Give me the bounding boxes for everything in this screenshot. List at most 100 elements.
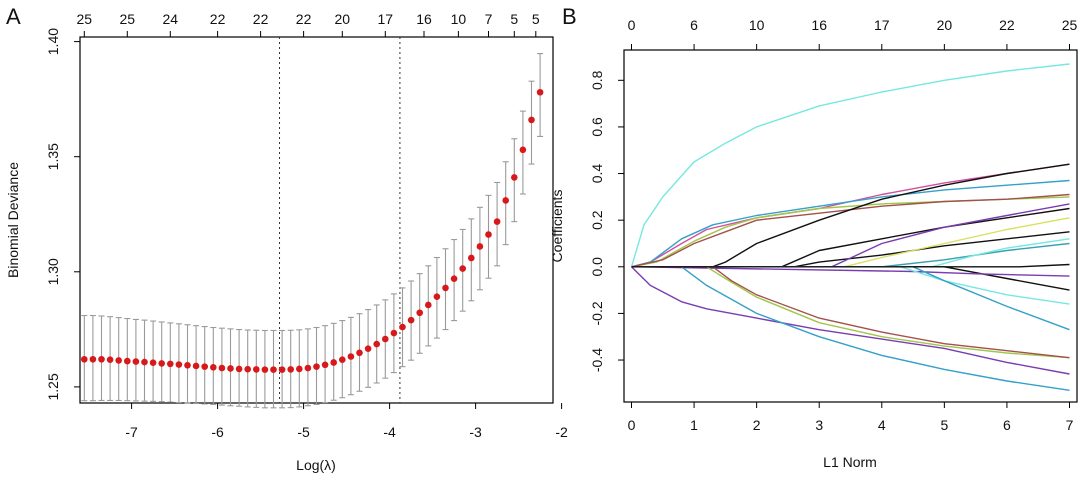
top-tick-label: 10 bbox=[749, 17, 765, 33]
x-tick-label: 4 bbox=[878, 417, 886, 433]
panel-b-coefficient-paths bbox=[630, 63, 1070, 391]
x-tick-label: -3 bbox=[469, 424, 482, 440]
data-point bbox=[313, 363, 320, 370]
data-point bbox=[132, 358, 140, 365]
data-point bbox=[433, 293, 441, 300]
x-tick-label: -2 bbox=[555, 424, 568, 440]
data-point bbox=[184, 361, 191, 369]
panel-b-y-axis-title: Coefficients bbox=[549, 190, 565, 263]
data-point bbox=[158, 360, 165, 367]
data-point bbox=[364, 345, 372, 352]
data-point bbox=[321, 361, 329, 369]
y-tick-label: -0.2 bbox=[589, 301, 605, 325]
x-tick-label: 3 bbox=[815, 417, 823, 433]
data-point bbox=[81, 355, 88, 363]
coefficient-path-5 bbox=[631, 163, 1070, 268]
x-tick-label: 6 bbox=[1003, 417, 1011, 433]
panel-b-x-ticks: 0 1 2 3 4 5 6 7 bbox=[628, 402, 1074, 433]
data-point bbox=[149, 359, 157, 367]
x-tick-label: -5 bbox=[297, 424, 310, 440]
coefficient-path-10 bbox=[631, 242, 1070, 268]
top-tick-label: 20 bbox=[937, 17, 953, 33]
data-point bbox=[476, 243, 484, 250]
data-point bbox=[124, 357, 131, 365]
top-tick-label: 22 bbox=[296, 11, 312, 27]
panel-b: B 0 1 2 3 4 5 6 7 -0.4 -0.2 0.0 0.2 0.4 0.6 0.8 0 6 10 1… bbox=[549, 4, 1078, 470]
data-point bbox=[382, 335, 389, 343]
data-point bbox=[528, 116, 535, 124]
data-point bbox=[450, 275, 458, 282]
panel-b-x-axis-title: L1 Norm bbox=[823, 454, 877, 470]
panel-a-x-axis-title: Log(λ) bbox=[296, 457, 336, 473]
data-point bbox=[106, 356, 114, 364]
data-point bbox=[485, 231, 492, 238]
data-point bbox=[304, 364, 312, 372]
data-point bbox=[356, 349, 363, 357]
data-point bbox=[373, 340, 381, 348]
data-point bbox=[201, 363, 208, 370]
data-point bbox=[347, 353, 355, 360]
panel-a: A -7 -6 -5 -4 -3 -2 1.25 1.30 1.35 1.40 25 25 24 22… bbox=[5, 4, 568, 473]
coefficient-path-16 bbox=[631, 266, 1070, 375]
y-tick-label: -0.4 bbox=[589, 348, 605, 372]
top-tick-label: 17 bbox=[378, 11, 394, 27]
coefficient-path-18 bbox=[631, 266, 1070, 359]
data-point bbox=[502, 197, 510, 204]
coefficient-path-13 bbox=[631, 266, 1070, 277]
top-tick-label: 5 bbox=[510, 11, 518, 27]
x-tick-label: 2 bbox=[753, 417, 761, 433]
top-tick-label: 0 bbox=[628, 17, 636, 33]
top-tick-label: 25 bbox=[1062, 17, 1078, 33]
data-point bbox=[493, 218, 501, 225]
panel-b-top-ticks: 0 6 10 16 17 20 22 25 bbox=[628, 17, 1078, 50]
data-point bbox=[270, 366, 277, 373]
panel-a-letter: A bbox=[6, 4, 21, 29]
coefficient-path-17 bbox=[631, 266, 1070, 391]
data-point bbox=[167, 360, 174, 368]
data-point bbox=[468, 254, 475, 262]
top-tick-label: 5 bbox=[532, 11, 540, 27]
coefficient-path-2 bbox=[631, 179, 1070, 268]
top-tick-label: 20 bbox=[335, 11, 351, 27]
top-tick-label: 6 bbox=[690, 17, 698, 33]
panel-b-y-ticks: -0.4 -0.2 0.0 0.2 0.4 0.6 0.8 bbox=[589, 70, 624, 372]
top-tick-label: 24 bbox=[163, 11, 179, 27]
data-point bbox=[141, 358, 148, 366]
data-point bbox=[459, 265, 467, 272]
panel-a-top-ticks: 25 25 24 22 22 22 20 17 16 10 7 5 5 bbox=[77, 11, 540, 37]
coefficient-path-20 bbox=[631, 263, 1070, 268]
x-tick-label: 7 bbox=[1066, 417, 1074, 433]
y-tick-label: 0.0 bbox=[589, 257, 605, 277]
top-tick-label: 7 bbox=[485, 11, 493, 27]
coefficient-path-14 bbox=[631, 266, 1070, 305]
data-point bbox=[339, 356, 346, 364]
data-point bbox=[296, 365, 303, 373]
panel-a-error-bars bbox=[81, 53, 544, 409]
top-tick-label: 17 bbox=[874, 17, 890, 33]
y-tick-label: 1.40 bbox=[45, 28, 61, 55]
data-point bbox=[218, 364, 226, 372]
top-tick-label: 25 bbox=[120, 11, 136, 27]
data-point bbox=[399, 323, 406, 331]
data-point bbox=[89, 355, 97, 363]
y-tick-label: 0.8 bbox=[589, 70, 605, 90]
data-point bbox=[210, 364, 217, 371]
data-point bbox=[261, 366, 269, 373]
panel-b-plot-frame bbox=[623, 49, 1078, 403]
y-tick-label: 1.30 bbox=[45, 258, 61, 285]
data-point bbox=[192, 362, 200, 370]
x-tick-label: 1 bbox=[690, 417, 698, 433]
data-point bbox=[244, 365, 251, 373]
x-tick-label: 0 bbox=[628, 417, 636, 433]
x-tick-label: -7 bbox=[125, 424, 138, 440]
top-tick-label: 25 bbox=[77, 11, 93, 27]
coefficient-path-0 bbox=[630, 63, 1070, 267]
data-point bbox=[511, 174, 518, 181]
top-tick-label: 16 bbox=[811, 17, 827, 33]
data-point bbox=[442, 284, 449, 292]
data-point bbox=[175, 361, 183, 368]
y-tick-label: 1.35 bbox=[45, 143, 61, 170]
data-point bbox=[115, 357, 122, 364]
panel-a-points bbox=[81, 88, 544, 373]
